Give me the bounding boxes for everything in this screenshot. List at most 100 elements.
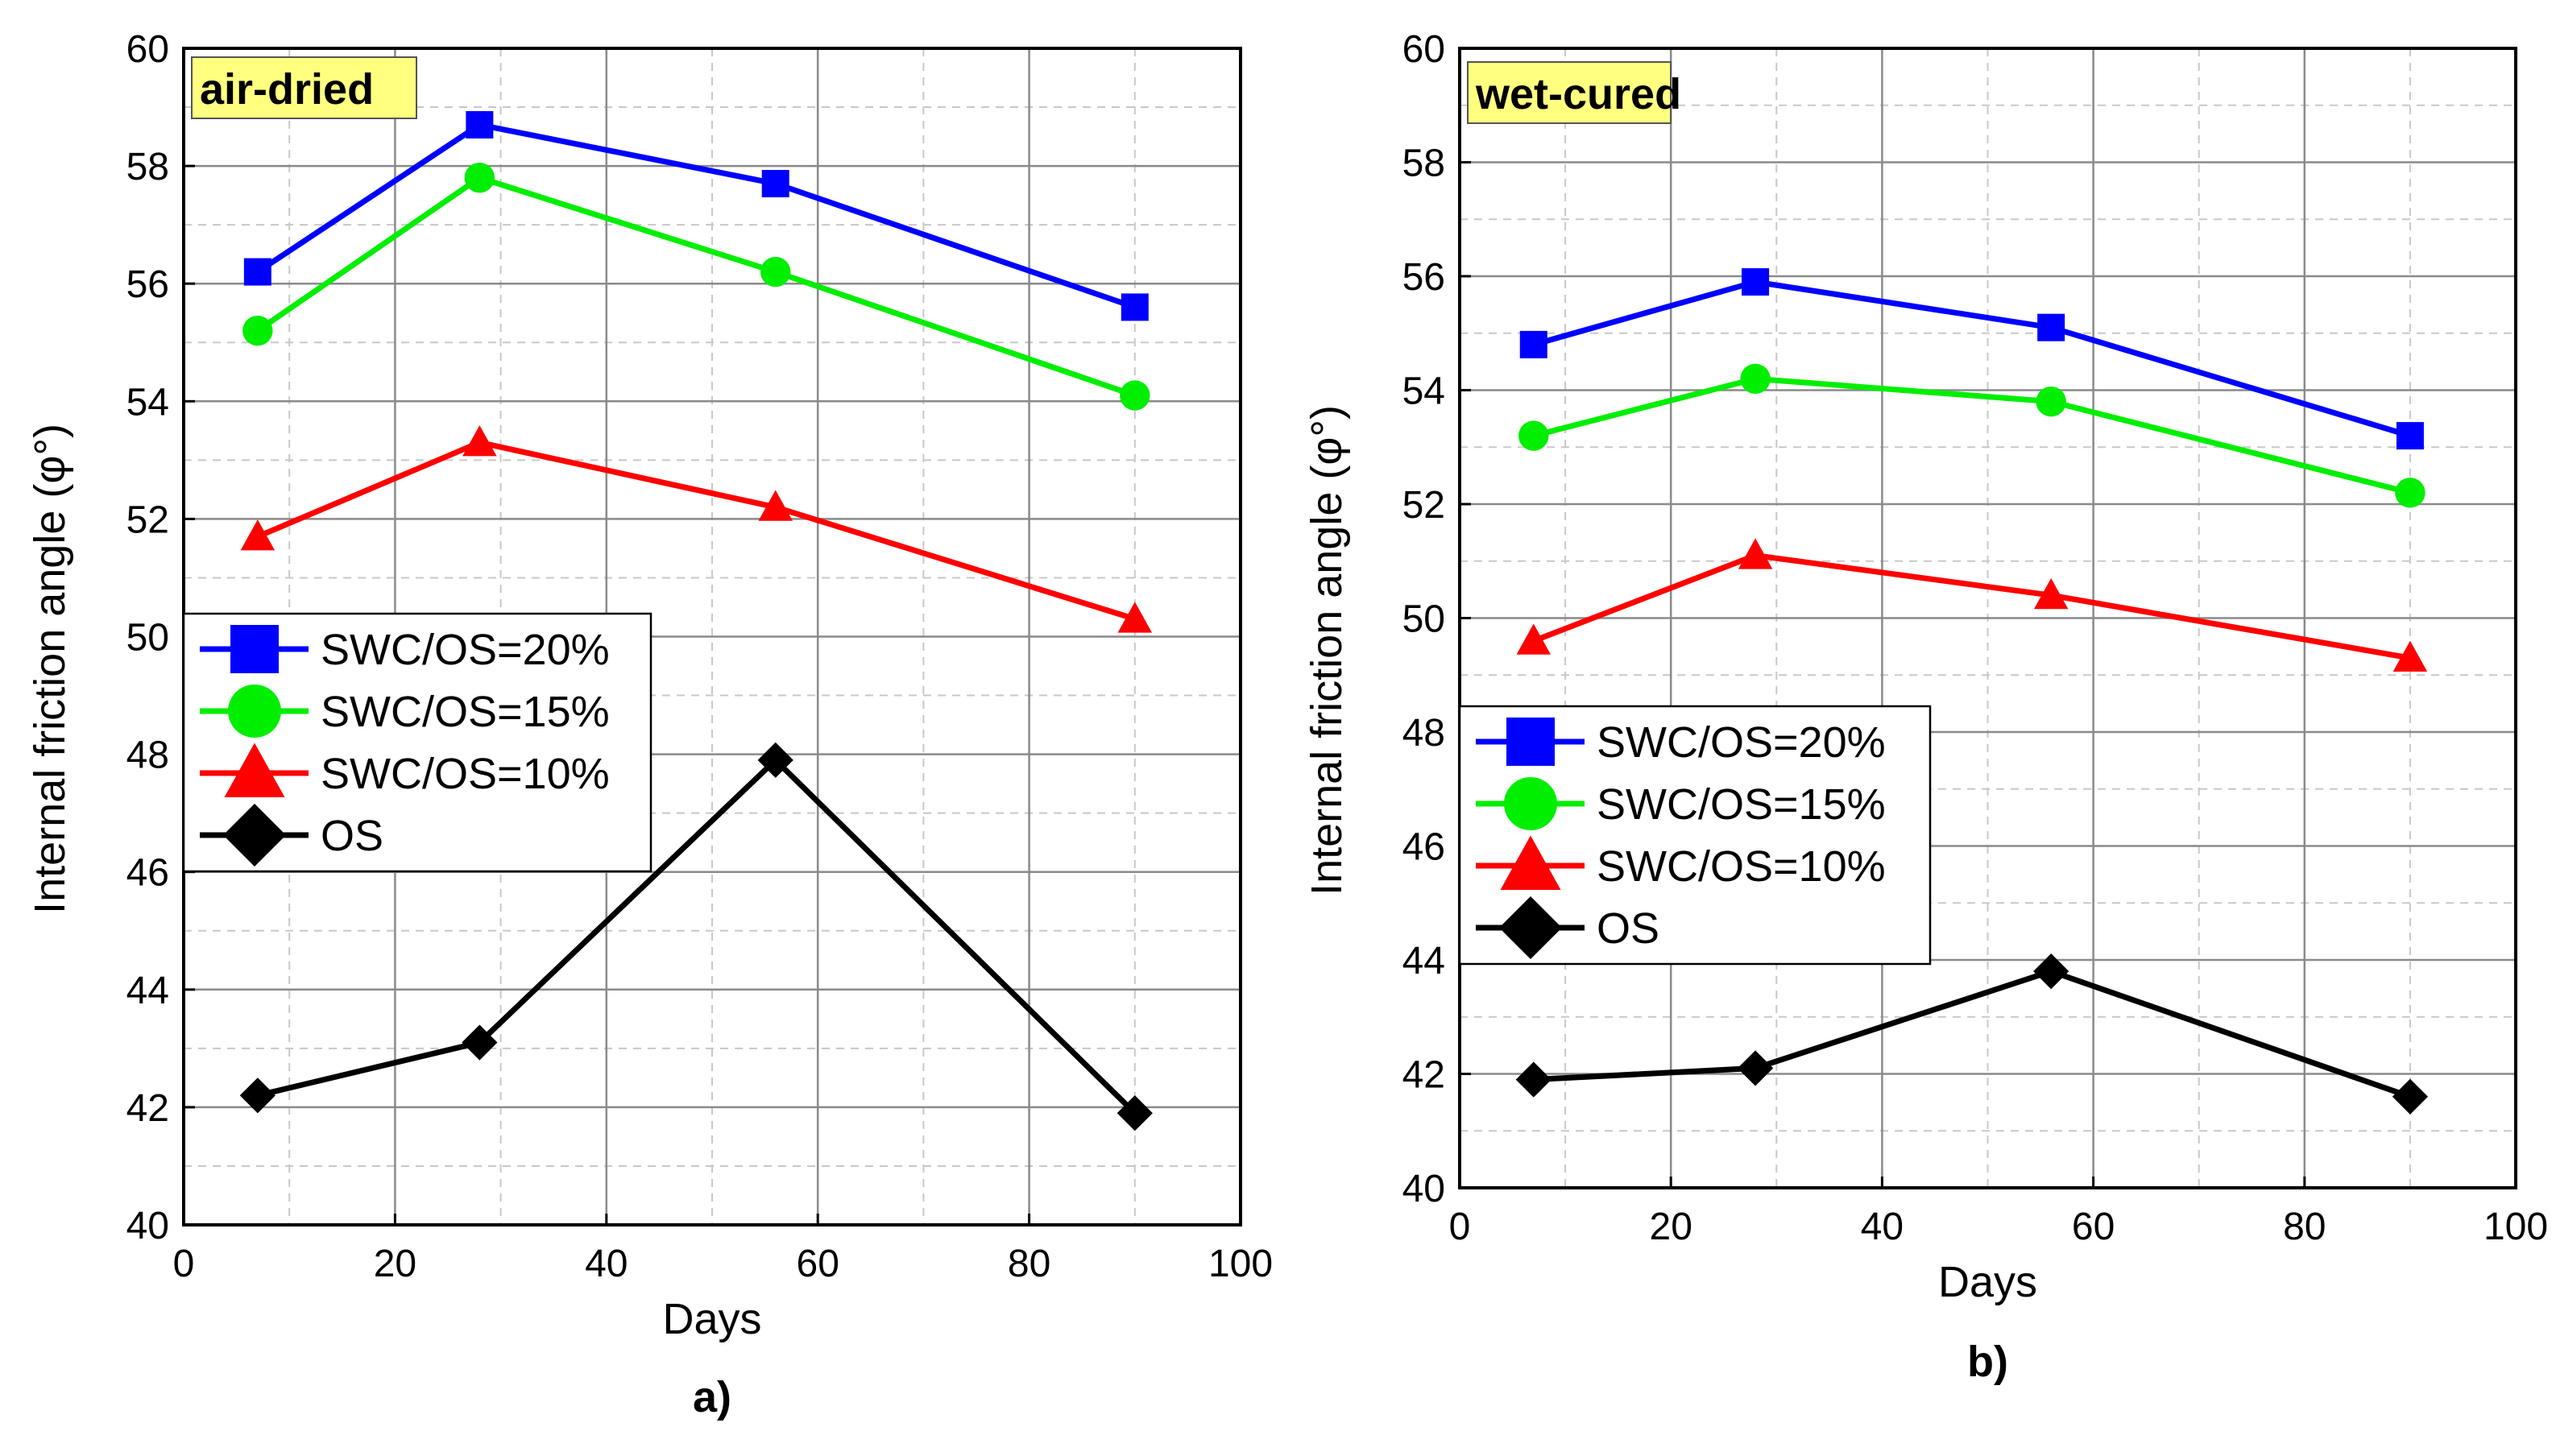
legend-marker-diamond <box>223 804 286 867</box>
legend-label: SWC/OS=20% <box>1597 718 1886 767</box>
series-line-0 <box>1532 279 2411 439</box>
legend-label: SWC/OS=10% <box>1597 842 1886 891</box>
y-tick-label: 42 <box>126 1087 169 1130</box>
data-point-diamond <box>1737 1050 1774 1086</box>
data-point-diamond <box>1116 1095 1153 1131</box>
data-point-square <box>1519 330 1547 358</box>
data-point-circle <box>760 256 791 287</box>
panel-label: b) <box>1967 1338 2008 1386</box>
y-tick-label: 42 <box>1402 1054 1445 1097</box>
legend-label: SWC/OS=15% <box>321 688 610 736</box>
y-tick-label: 48 <box>1402 712 1445 755</box>
legend-marker-circle <box>1504 777 1557 830</box>
legend-marker-diamond <box>1499 896 1562 959</box>
data-point-square <box>466 110 494 139</box>
legend-marker-square <box>1506 718 1555 766</box>
legend-label: OS <box>1597 904 1659 953</box>
x-axis-label: Days <box>662 1295 761 1343</box>
series-line-3 <box>257 756 1137 1115</box>
legend: SWC/OS=20% SWC/OS=15% SWC/OS=10% OS <box>182 612 652 873</box>
y-tick-label: 40 <box>126 1205 169 1247</box>
series-line-1 <box>255 174 1136 399</box>
y-tick-label: 46 <box>126 852 169 895</box>
data-point-diamond <box>1515 1061 1552 1098</box>
legend-marker-square <box>230 625 279 673</box>
x-tick-label: 60 <box>2072 1206 2115 1248</box>
data-point-diamond <box>757 742 793 779</box>
x-axis-label: Days <box>1938 1258 2037 1306</box>
data-point-circle <box>2395 478 2426 508</box>
chart-panel-wet-cured: 0 20 40 60 80 100 40 42 44 46 48 50 52 54 56 58 60 wet-cu… <box>1303 28 2548 1386</box>
condition-tag-box <box>1467 61 1672 124</box>
y-tick-label: 50 <box>126 617 169 660</box>
condition-tag: air-dried <box>200 65 374 114</box>
data-point-triangle <box>758 490 793 521</box>
y-tick-label: 48 <box>126 734 169 777</box>
y-tick-label: 52 <box>126 498 169 541</box>
data-point-diamond <box>239 1078 276 1114</box>
data-point-diamond <box>2033 953 2069 990</box>
x-tick-label: 40 <box>585 1243 628 1285</box>
data-point-triangle <box>2033 577 2069 610</box>
data-point-square <box>1742 268 1770 296</box>
y-tick-label: 46 <box>1402 826 1445 869</box>
y-tick-label: 58 <box>126 146 169 188</box>
legend-label: SWC/OS=15% <box>1597 780 1886 829</box>
data-point-circle <box>1518 420 1549 451</box>
y-tick-label: 50 <box>1402 598 1445 641</box>
y-tick-label: 60 <box>126 28 169 71</box>
legend-marker-triangle <box>224 742 285 797</box>
x-tick-label: 100 <box>2484 1206 2548 1248</box>
plot-frame <box>1458 47 2517 1189</box>
legend-label: OS <box>321 812 383 860</box>
data-point-circle <box>464 163 495 193</box>
y-tick-label: 44 <box>126 970 169 1012</box>
series-line-0 <box>255 122 1136 310</box>
x-tick-label: 60 <box>797 1243 839 1285</box>
series-line-2 <box>1532 552 2411 661</box>
y-tick-label: 56 <box>1402 256 1445 299</box>
data-point-square <box>2037 313 2065 341</box>
legend-label: SWC/OS=10% <box>321 750 610 798</box>
y-axis-label: Internal friction angle (φ°) <box>1303 405 1351 896</box>
data-point-triangle <box>462 425 497 457</box>
x-tick-label: 80 <box>1008 1243 1050 1285</box>
data-point-triangle <box>240 519 276 551</box>
data-point-circle <box>1120 380 1150 411</box>
data-point-circle <box>1740 363 1771 395</box>
data-point-triangle <box>1516 623 1552 655</box>
y-tick-label: 56 <box>126 263 169 306</box>
y-tick-label: 40 <box>1402 1168 1445 1210</box>
chart-panel-air-dried: 0 20 40 60 80 100 40 42 44 46 48 50 52 54 56 58 60 air-dr… <box>26 28 1273 1421</box>
x-tick-label: 0 <box>173 1243 195 1285</box>
series-line-1 <box>1532 375 2411 496</box>
legend-label: SWC/OS=20% <box>321 626 610 674</box>
data-point-diamond <box>462 1024 498 1061</box>
y-tick-label: 52 <box>1402 484 1445 527</box>
condition-tag-box <box>191 56 417 119</box>
series-line-3 <box>1533 968 2412 1100</box>
legend-marker-triangle <box>1500 835 1561 890</box>
data-point-diamond <box>2392 1078 2428 1115</box>
data-point-square <box>761 170 789 198</box>
x-tick-label: 80 <box>2283 1206 2326 1248</box>
x-tick-label: 20 <box>374 1243 416 1285</box>
condition-tag: wet-cured <box>1475 70 1681 118</box>
data-point-triangle <box>2392 640 2428 672</box>
data-point-circle <box>242 315 273 346</box>
y-axis-label: Internal friction angle (φ°) <box>26 424 74 914</box>
y-tick-label: 58 <box>1402 143 1445 185</box>
y-tick-label: 54 <box>1402 370 1445 413</box>
data-point-square <box>2396 422 2424 450</box>
data-point-triangle <box>1117 602 1153 633</box>
data-point-circle <box>2036 386 2066 417</box>
x-tick-label: 0 <box>1449 1206 1471 1248</box>
y-tick-label: 60 <box>1402 28 1445 71</box>
y-tick-label: 54 <box>126 381 169 424</box>
data-point-triangle <box>1738 538 1773 569</box>
legend-marker-circle <box>228 685 281 738</box>
y-tick-label: 44 <box>1402 940 1445 982</box>
data-point-square <box>243 258 271 286</box>
x-tick-label: 40 <box>1861 1206 1904 1248</box>
